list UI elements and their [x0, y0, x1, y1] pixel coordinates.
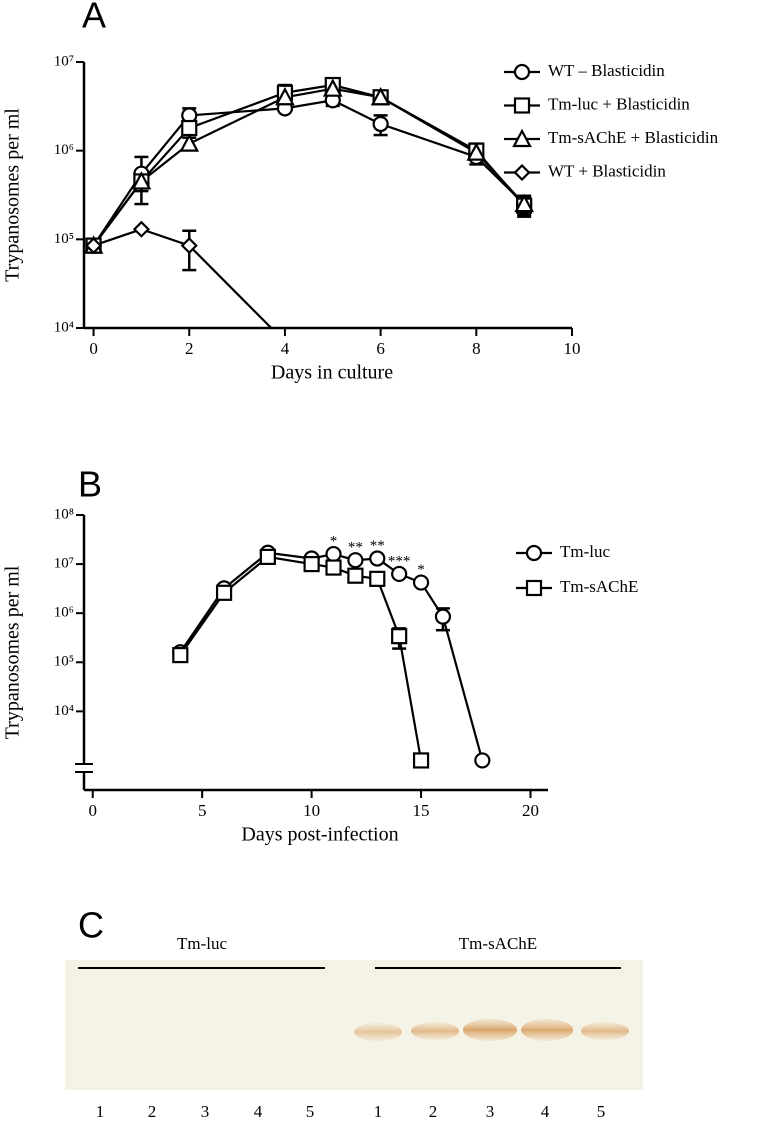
gel: Tm-luc Tm-sAChE 1 2 3 4 5 1 2 3 4 5	[65, 934, 643, 1121]
y-axis-label: Trypanosomes per ml	[2, 108, 24, 282]
lane-label: 4	[254, 1102, 263, 1121]
x-tick-label: 10	[564, 339, 581, 358]
legend-label: Tm-sAChE + Blasticidin	[548, 128, 719, 147]
marker	[466, 142, 487, 161]
series-line	[92, 83, 525, 247]
band	[581, 1022, 629, 1040]
x-tick-label: 15	[413, 801, 430, 820]
annotation: **	[370, 538, 385, 554]
marker	[179, 133, 200, 152]
marker	[412, 574, 430, 591]
annotation: **	[348, 540, 363, 556]
series-line	[92, 99, 525, 247]
legend-label: WT + Blasticidin	[548, 161, 666, 180]
panel-label: A	[82, 0, 106, 36]
marker	[325, 559, 342, 576]
marker	[514, 193, 534, 213]
marker	[347, 552, 364, 569]
group-label: Tm-sAChE	[459, 934, 537, 953]
x-tick-label: 10	[303, 801, 320, 820]
marker	[391, 628, 408, 645]
y-tick-label: 10⁵	[54, 231, 74, 247]
x-axis-label: Days post-infection	[241, 824, 398, 846]
band	[354, 1023, 402, 1041]
x-tick-label: 2	[185, 339, 194, 358]
legend-label: Tm-sAChE	[560, 577, 638, 596]
y-axis-label: Trypanosomes per ml	[2, 565, 24, 739]
x-tick-label: 20	[522, 801, 539, 820]
band	[521, 1019, 573, 1041]
y-tick-label: 10⁴	[54, 703, 74, 719]
lane-label: 2	[148, 1102, 157, 1121]
marker	[513, 97, 531, 114]
lane-label: 1	[374, 1102, 383, 1121]
marker	[370, 86, 391, 106]
band	[463, 1019, 517, 1041]
y-tick-label: 10⁸	[54, 506, 74, 522]
marker	[132, 220, 150, 238]
x-tick-label: 8	[472, 339, 481, 358]
series-line	[92, 87, 525, 247]
marker	[347, 567, 364, 584]
marker	[181, 119, 198, 137]
lane-label: 5	[306, 1102, 315, 1121]
marker	[434, 608, 452, 625]
annotation: *	[417, 562, 425, 578]
x-axis-label: Days in culture	[271, 362, 393, 384]
lane-label: 4	[541, 1102, 550, 1121]
legend-label: WT – Blasticidin	[548, 61, 665, 80]
y-tick-label: 10⁵	[54, 654, 74, 670]
marker	[372, 115, 389, 133]
lane-label: 2	[429, 1102, 438, 1121]
marker	[275, 86, 295, 106]
marker	[259, 548, 276, 566]
marker	[412, 752, 430, 769]
marker	[369, 570, 386, 587]
marker	[513, 163, 531, 182]
series-line	[93, 228, 273, 328]
x-tick-label: 5	[198, 801, 207, 820]
annotation: *	[330, 534, 338, 550]
annotation: ***	[388, 553, 411, 569]
marker	[369, 550, 386, 567]
x-tick-label: 6	[376, 339, 385, 358]
lane-label: 3	[486, 1102, 495, 1121]
group-label: Tm-luc	[177, 934, 227, 953]
marker	[172, 646, 189, 664]
marker	[525, 544, 543, 562]
plot-area	[92, 78, 532, 328]
marker	[525, 579, 543, 597]
marker	[131, 171, 152, 190]
lane-label: 5	[597, 1102, 606, 1121]
band	[411, 1022, 459, 1040]
marker	[180, 237, 198, 255]
panel-label: C	[78, 905, 104, 946]
marker	[391, 565, 408, 583]
y-tick-label: 10⁶	[54, 142, 74, 158]
marker	[474, 752, 491, 769]
marker	[85, 237, 103, 255]
legend-label: Tm-luc	[560, 542, 610, 561]
y-tick-label: 10⁷	[54, 556, 74, 572]
panel-label: B	[78, 464, 102, 505]
marker	[513, 63, 531, 81]
axis-break	[75, 764, 93, 772]
marker	[303, 555, 320, 573]
legend-label: Tm-luc + Blasticidin	[548, 94, 690, 113]
lane-label: 1	[96, 1102, 105, 1121]
y-tick-label: 10⁷	[54, 53, 74, 69]
x-tick-label: 0	[89, 339, 98, 358]
y-tick-label: 10⁶	[54, 605, 74, 621]
marker	[512, 128, 532, 148]
lane-label: 3	[201, 1102, 210, 1121]
x-tick-label: 0	[89, 801, 98, 820]
x-tick-label: 4	[281, 339, 290, 358]
y-tick-label: 10⁴	[54, 319, 74, 335]
marker	[322, 78, 343, 97]
marker	[215, 584, 233, 601]
